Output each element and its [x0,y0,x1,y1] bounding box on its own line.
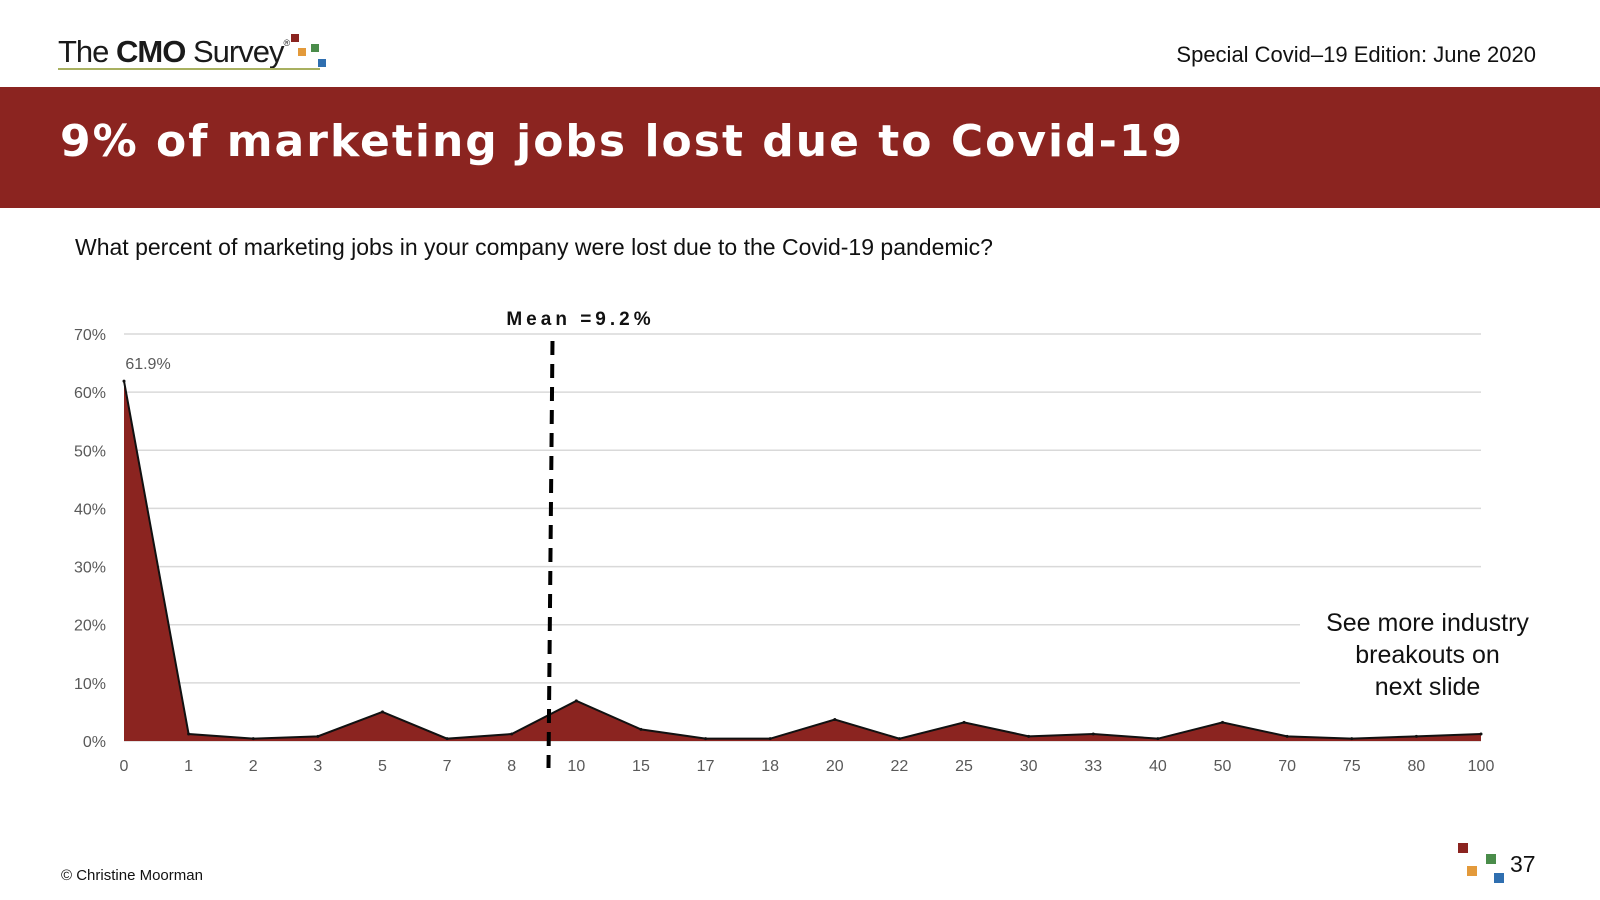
x-tick-label: 2 [249,758,258,775]
page-number: 37 [1510,851,1536,877]
data-point [122,379,126,383]
data-point [897,737,901,741]
data-point [510,732,514,736]
data-point [1027,734,1031,738]
cmo-survey-logo: The CMO Survey® [58,34,348,74]
x-tick-label: 20 [826,758,844,775]
footer-square-orange [1467,866,1477,876]
mean-label: Mean =9.2% [506,309,654,330]
footer-square-red [1458,843,1468,853]
data-point [380,710,384,714]
data-point [639,727,643,731]
logo-square-orange [298,48,306,56]
x-tick-label: 22 [891,758,909,775]
x-tick-label: 100 [1468,758,1495,775]
copyright: © Christine Moorman [61,867,203,884]
data-point [1414,734,1418,738]
survey-question: What percent of marketing jobs in your c… [75,234,993,260]
gridlines [124,333,1481,742]
x-tick-label: 18 [761,758,779,775]
data-point [1285,734,1289,738]
data-point [768,737,772,741]
logo-square-blue [318,59,326,67]
data-point [316,734,320,738]
data-point [1221,720,1225,724]
data-point [445,737,449,741]
x-tick-label: 0 [120,758,129,775]
x-tick-label: 33 [1084,758,1102,775]
logo-wordmark: The CMO Survey® [58,34,290,69]
x-tick-label: 10 [567,758,585,775]
area-fill [124,381,1481,741]
y-tick-label: 40% [74,501,106,518]
x-tick-label: 70 [1278,758,1296,775]
x-tick-label: 8 [507,758,516,775]
footer-square-blue [1494,873,1504,883]
x-tick-label: 1 [184,758,193,775]
y-tick-label: 70% [74,327,106,344]
y-tick-label: 50% [74,443,106,460]
x-axis-ticks: 0 1 2 3 5 7 8 10 15 17 18 20 22 25 30 33 40 50 70 75 80 100 [120,758,1495,775]
logo-underline [58,68,320,70]
data-point [1091,732,1095,736]
data-point [962,720,966,724]
edition-label: Special Covid–19 Edition: June 2020 [1176,42,1536,67]
x-tick-label: 17 [697,758,715,775]
x-tick-label: 7 [443,758,452,775]
title-banner: 9% of marketing jobs lost due to Covid-1… [0,87,1600,208]
y-axis-ticks: 0% 10% 20% 30% 40% 50% 60% 70% [74,327,106,751]
data-point [1350,737,1354,741]
y-tick-label: 30% [74,560,106,577]
mean-line [546,340,555,769]
page-title: 9% of marketing jobs lost due to Covid-1… [60,116,1185,167]
x-tick-label: 15 [632,758,650,775]
area-outline [123,380,1482,740]
x-tick-label: 25 [955,758,973,775]
data-label: 61.9% [125,356,170,373]
y-tick-label: 60% [74,385,106,402]
data-point [704,737,708,741]
data-point [1479,732,1483,736]
logo-square-green [311,44,319,52]
x-tick-label: 3 [313,758,322,775]
data-point [187,732,191,736]
data-point [833,717,837,721]
x-tick-label: 75 [1343,758,1361,775]
x-tick-label: 50 [1214,758,1232,775]
breakout-note: See more industry breakouts on next slid… [1326,609,1529,701]
y-tick-label: 10% [74,676,106,693]
area-series [122,379,1483,741]
footer-square-green [1486,854,1496,864]
y-tick-label: 20% [74,618,106,635]
x-tick-label: 80 [1407,758,1425,775]
data-point [1156,737,1160,741]
data-point [251,737,255,741]
data-labels: 61.9% [125,356,170,373]
logo-square-red [291,34,299,42]
mean-marker: Mean =9.2% [506,309,654,769]
x-tick-label: 5 [378,758,387,775]
data-point [574,699,578,703]
y-tick-label: 0% [83,734,106,751]
x-tick-label: 30 [1020,758,1038,775]
x-tick-label: 40 [1149,758,1167,775]
